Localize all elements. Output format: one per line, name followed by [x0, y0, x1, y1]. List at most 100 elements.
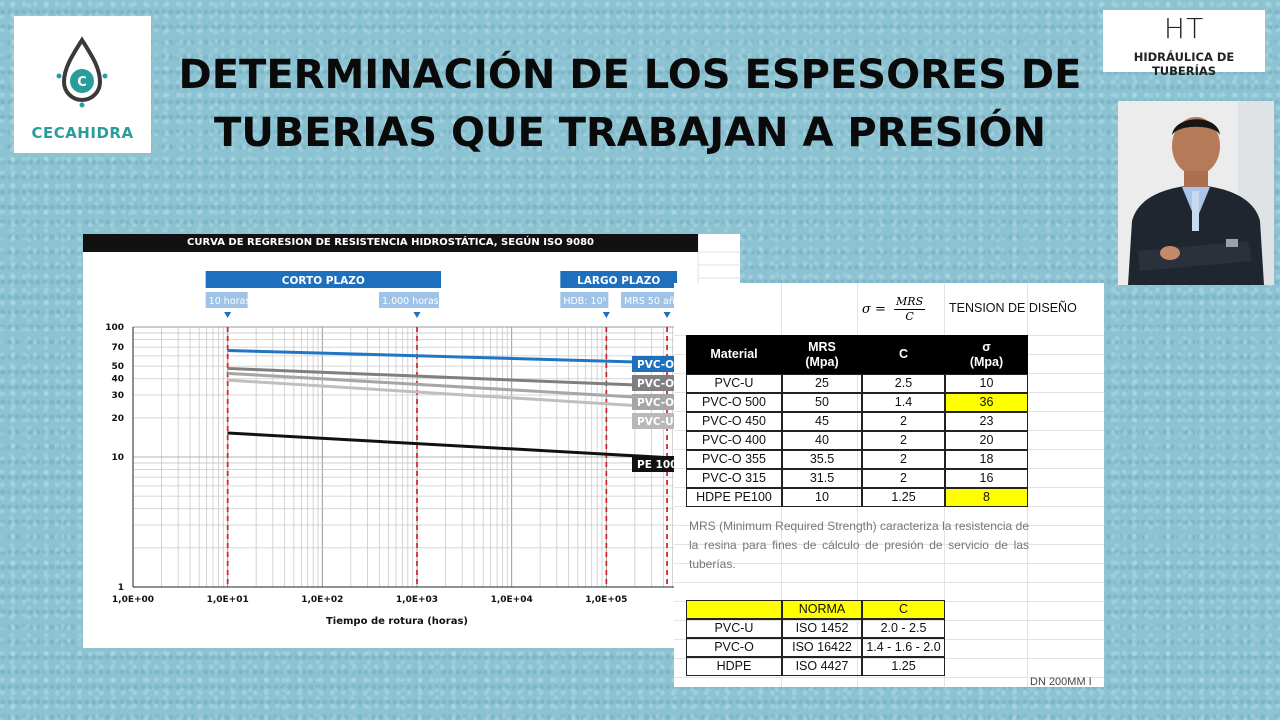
brand-name: CECAHIDRA	[31, 124, 134, 142]
band-box	[205, 271, 441, 288]
norma-header-cell: NORMA	[782, 600, 862, 619]
design-cell: 8	[945, 488, 1028, 507]
sheet-gridline	[674, 525, 1104, 526]
axis-layer: 1,0E+00 1,0E+01 1,0E+02 1,0E+03 1,0E+04 1,0E+…	[105, 323, 722, 627]
legend-label: PVC-O	[637, 378, 674, 390]
regression-chart-panel: CORTO PLAZO LARGO PLAZO 10 horas 1.000 hor…	[83, 234, 740, 648]
design-cell: 23	[945, 412, 1028, 431]
design-cell: 40	[782, 431, 862, 450]
marker-arrow	[663, 312, 671, 318]
marker-label-box	[621, 292, 688, 308]
design-cell: 1.4	[862, 393, 945, 412]
band-layer: CORTO PLAZO LARGO PLAZO	[205, 271, 678, 288]
marker-layer: 10 horas 1.000 horas HDB: 10⁵ MRS 50 años	[205, 292, 688, 587]
series-line	[227, 431, 668, 460]
marker-label: HDB: 10⁵	[563, 296, 606, 307]
design-cell: 25	[782, 374, 862, 393]
design-cell: 35.5	[782, 450, 862, 469]
legend-label: PVC-U	[637, 416, 674, 428]
formula-lhs: σ =	[862, 302, 886, 317]
norma-cell: PVC-O	[686, 638, 782, 657]
marker-arrow	[413, 312, 421, 318]
series-line	[227, 378, 668, 410]
design-header-cell: σ (Mpa)	[945, 335, 1028, 374]
water-drop-c-icon: C	[56, 36, 108, 108]
design-cell: 2	[862, 412, 945, 431]
mrs-note: MRS (Minimum Required Strength) caracter…	[689, 519, 1029, 571]
design-header-cell: Material	[686, 335, 782, 374]
sheet-gridline	[674, 582, 1104, 583]
norma-cell: HDPE	[686, 657, 782, 676]
sheet-gridline	[674, 563, 1104, 564]
sheet-gridline	[674, 544, 1104, 545]
design-cell: 10	[782, 488, 862, 507]
x-tick-label: 1,0E+02	[301, 595, 343, 605]
y-tick-label: 30	[111, 391, 124, 401]
ht-subtitle: HIDRÁULICA DE TUBERÍAS	[1133, 50, 1235, 78]
design-cell: PVC-O 500	[686, 393, 782, 412]
design-header-cell: MRS (Mpa)	[782, 335, 862, 374]
design-tables-panel: σ = MRS C TENSION DE DISEÑO Material MRS …	[674, 283, 1104, 688]
y-tick-label: 50	[111, 362, 124, 372]
marker-label: MRS 50 años	[624, 296, 686, 307]
sheet-gridline	[674, 677, 1104, 678]
formula-denominator: C	[905, 310, 914, 323]
title-line-2: TUBERIAS QUE TRABAJAN A PRESIÓN	[214, 110, 1046, 156]
legend-label: PE 100	[637, 459, 677, 471]
series-line	[227, 371, 668, 401]
marker-label-box	[560, 292, 609, 308]
design-cell: PVC-O 400	[686, 431, 782, 450]
x-tick-label: 1,0E+01	[207, 595, 249, 605]
formula-numerator: MRS	[894, 295, 926, 310]
design-cell: 1.25	[862, 488, 945, 507]
title-line-1: DETERMINACIÓN DE LOS ESPESORES DE	[178, 52, 1082, 98]
design-header-cell: C	[862, 335, 945, 374]
marker-label-box	[205, 292, 248, 308]
regression-chart: CORTO PLAZO LARGO PLAZO 10 horas 1.000 hor…	[105, 234, 740, 648]
band-box	[560, 271, 678, 288]
x-tick-label: 1,0E+04	[491, 595, 533, 605]
design-cell: 2	[862, 431, 945, 450]
band-label: LARGO PLAZO	[577, 275, 660, 287]
design-stress-label: TENSION DE DISEÑO	[949, 301, 1077, 315]
marker-label: 10 horas	[209, 296, 251, 307]
y-tick-label: 20	[111, 414, 124, 424]
norma-cell: PVC-U	[686, 619, 782, 638]
sheet-gridline	[674, 658, 1104, 659]
norma-cell: ISO 4427	[782, 657, 862, 676]
x-axis-label: Tiempo de rotura (horas)	[326, 616, 468, 627]
design-cell: 20	[945, 431, 1028, 450]
marker-arrow	[224, 312, 232, 318]
design-cell: 18	[945, 450, 1028, 469]
design-formula: σ = MRS C	[862, 295, 926, 324]
presenter-icon	[1118, 101, 1274, 285]
y-tick-label: 1	[118, 583, 124, 593]
ht-logo: HT HIDRÁULICA DE TUBERÍAS	[1103, 10, 1265, 78]
dn-fragment: DN 200MM I	[1030, 676, 1092, 688]
norma-cell: 1.25	[862, 657, 945, 676]
series-layer	[227, 348, 668, 460]
legend-label: PVC-O	[637, 397, 674, 409]
marker-label-box	[379, 292, 439, 308]
design-cell: 2	[862, 469, 945, 488]
marker-arrow	[602, 312, 610, 318]
sheet-gridline	[857, 283, 858, 687]
design-cell: PVC-U	[686, 374, 782, 393]
series-line	[227, 366, 668, 388]
design-cell: PVC-O 315	[686, 469, 782, 488]
design-cell: 50	[782, 393, 862, 412]
x-tick-label: 1,0E+05	[585, 595, 627, 605]
norma-cell: ISO 16422	[782, 638, 862, 657]
design-cell: 45	[782, 412, 862, 431]
design-cell: 2.5	[862, 374, 945, 393]
design-cell: 31.5	[782, 469, 862, 488]
design-cell: 2	[862, 450, 945, 469]
design-cell: HDPE PE100	[686, 488, 782, 507]
design-cell: 36	[945, 393, 1028, 412]
chart-title: CURVA DE REGRESION DE RESISTENCIA HIDROS…	[83, 234, 698, 252]
y-tick-label: 10	[111, 453, 124, 463]
legend-label: PVC-O	[637, 359, 674, 371]
design-cell: PVC-O 450	[686, 412, 782, 431]
y-tick-label: 100	[105, 323, 124, 333]
page-title: DETERMINACIÓN DE LOS ESPESORES DE TUBERI…	[160, 46, 1100, 162]
